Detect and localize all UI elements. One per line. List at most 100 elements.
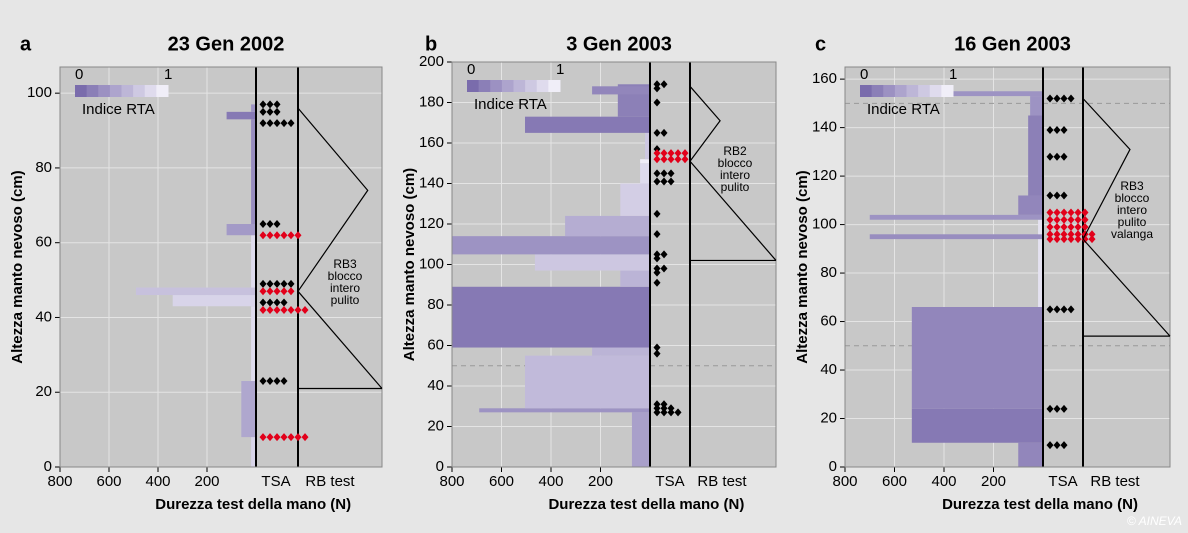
rb-label: blocco (718, 156, 753, 170)
legend-swatch (548, 80, 561, 92)
legend-swatch (133, 85, 146, 97)
tsa-diamond (266, 298, 274, 307)
tsa-diamond (667, 177, 675, 186)
rb-outline (689, 85, 721, 162)
tsa-diamond (653, 98, 661, 107)
tsa-diamond (653, 408, 661, 417)
tsa-diamond (259, 433, 267, 442)
tsa-diamond (1081, 208, 1089, 217)
tsa-diamond (1053, 235, 1061, 244)
tsa-diamond (266, 107, 274, 116)
tsa-diamond (1060, 152, 1068, 161)
y-tick-label: 140 (812, 119, 837, 136)
tsa-diamond (681, 149, 689, 158)
tsa-diamond (667, 149, 675, 158)
y-tick-label: 160 (812, 70, 837, 87)
y-tick-label: 0 (436, 458, 444, 475)
legend-swatch (513, 80, 526, 92)
tsa-diamond (287, 231, 295, 240)
rb-label: pulito (721, 180, 750, 194)
tsa-diamond (1081, 235, 1089, 244)
rb-label: RB3 (333, 257, 357, 271)
tsa-diamond (653, 84, 661, 93)
y-tick-label: 80 (427, 296, 444, 313)
tsa-diamond (1046, 235, 1054, 244)
x-axis-label: Durezza test della mano (N) (942, 496, 1138, 513)
layer (640, 163, 650, 184)
tsa-diamond (1060, 223, 1068, 231)
y-tick-label: 0 (829, 458, 837, 475)
tsa-diamond (1046, 305, 1054, 314)
layer (135, 287, 256, 296)
chart-title: 16 Gen 2003 (954, 33, 1071, 55)
y-tick-label: 180 (419, 93, 444, 110)
y-tick-label: 80 (35, 159, 52, 176)
tsa-diamond (259, 100, 267, 109)
chart-title: 3 Gen 2003 (566, 33, 672, 55)
layer (534, 254, 650, 271)
tsa-diamond (1060, 215, 1068, 224)
tsa-diamond (1053, 223, 1061, 231)
x-tick-label: 400 (145, 473, 170, 490)
tsa-diamond (273, 119, 281, 128)
layer (592, 347, 650, 356)
tsa-diamond (1046, 404, 1054, 413)
layer (620, 270, 650, 287)
x-tick-label: 400 (931, 473, 956, 490)
tsa-diamond (280, 119, 288, 128)
tsa-diamond (301, 305, 309, 314)
tsa-diamond (266, 279, 274, 288)
tsa-diamond (667, 404, 675, 413)
legend-swatch (121, 85, 134, 97)
y-tick-label: 20 (427, 417, 444, 434)
tsa-diamond (1046, 126, 1054, 135)
tsa-diamond (1074, 215, 1082, 224)
tsa-diamond (653, 400, 661, 409)
tsa-diamond (1067, 305, 1075, 314)
tsa-diamond (259, 231, 267, 240)
layer (950, 91, 1043, 97)
y-tick-label: 160 (419, 134, 444, 151)
tsa-diamond (660, 80, 668, 89)
tsa-diamond (280, 433, 288, 442)
legend-swatch (75, 85, 88, 97)
legend-swatch (871, 85, 884, 97)
tsa-diamond (266, 287, 274, 296)
y-tick-label: 60 (820, 313, 837, 330)
tsa-diamond (1060, 441, 1068, 450)
y-tick-label: 120 (812, 167, 837, 184)
x-tick-label: 600 (489, 473, 514, 490)
legend-swatch (525, 80, 538, 92)
x-tick-label: 200 (588, 473, 613, 490)
layer (226, 224, 256, 236)
rb-failure (297, 290, 383, 389)
tsa-diamond (660, 250, 668, 259)
tsa-diamond (1046, 223, 1054, 231)
rb-failure (689, 160, 777, 261)
layer (1028, 115, 1043, 196)
column-label: RB test (305, 473, 355, 490)
tsa-diamond (1060, 126, 1068, 135)
y-tick-label: 40 (427, 377, 444, 394)
y-tick-label: 60 (35, 234, 52, 251)
layer (251, 437, 256, 467)
layer (645, 132, 650, 160)
tsa-diamond (280, 377, 288, 386)
tsa-diamond (259, 220, 267, 229)
rb-outline (297, 107, 369, 292)
legend-swatch (501, 80, 514, 92)
layer (251, 104, 256, 112)
tsa-diamond (653, 343, 661, 352)
layer (869, 234, 1043, 240)
tsa-diamond (287, 279, 295, 288)
tsa-diamond (1053, 94, 1061, 103)
tsa-diamond (1053, 152, 1061, 161)
tsa-diamond (287, 433, 295, 442)
layer (1018, 195, 1043, 215)
tsa-diamond (674, 149, 682, 158)
tsa-diamond (259, 279, 267, 288)
tsa-diamond (273, 287, 281, 296)
tsa-diamond (273, 107, 281, 116)
layer (565, 215, 650, 237)
tsa-diamond (294, 433, 302, 442)
